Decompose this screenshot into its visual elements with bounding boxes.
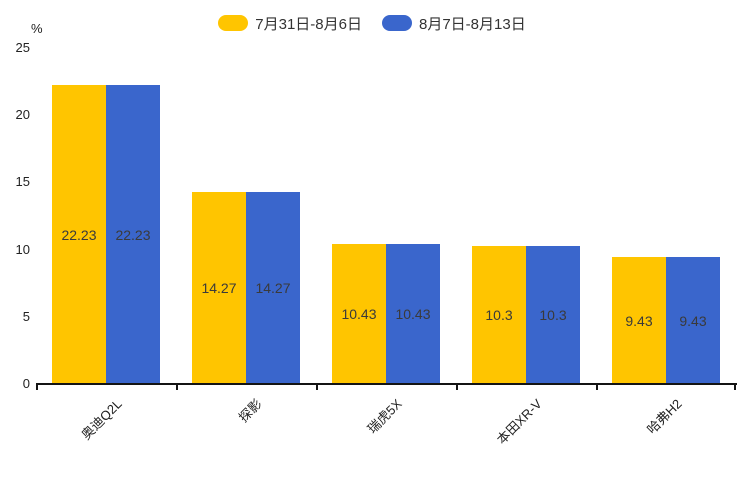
bar-week2[interactable]	[106, 85, 160, 384]
y-tick-label: 25	[15, 40, 30, 55]
y-tick-label: 15	[15, 174, 30, 190]
bar-value-label: 22.23	[115, 226, 151, 243]
y-tick-label: 20	[15, 107, 30, 123]
x-axis-line	[36, 383, 737, 385]
x-category-label: 探影	[235, 396, 265, 426]
bar-value-label: 22.23	[61, 226, 97, 243]
chart-legend: 7月31日-8月6日 8月7日-8月13日	[0, 12, 744, 34]
legend-item-week2[interactable]: 8月7日-8月13日	[382, 13, 526, 34]
bar-value-label: 10.43	[341, 306, 377, 322]
x-category-label: 哈弗H2	[643, 396, 685, 437]
bar-week1[interactable]	[52, 85, 106, 384]
bar-week1[interactable]	[332, 244, 386, 384]
y-tick-label: 10	[15, 241, 30, 257]
bar-week1[interactable]	[612, 257, 666, 384]
bar-value-label: 14.27	[201, 280, 237, 296]
x-axis-tick	[596, 385, 598, 390]
bar-week2[interactable]	[386, 244, 440, 384]
bar-week1[interactable]	[472, 246, 526, 384]
y-tick-label: 5	[22, 308, 30, 324]
legend-swatch-yellow-icon	[218, 15, 249, 31]
x-axis-tick	[36, 385, 38, 390]
bar-value-label: 10.43	[395, 306, 431, 322]
bar-value-label: 9.43	[679, 312, 707, 329]
bar-value-label: 10.3	[539, 307, 567, 323]
x-category-label: 本田XR-V	[493, 396, 545, 448]
bar-week1[interactable]	[192, 192, 246, 384]
legend-label-week1: 7月31日-8月6日	[255, 15, 362, 33]
bar-week2[interactable]	[526, 246, 580, 384]
x-category-label: 奥迪Q2L	[78, 396, 125, 443]
bar-value-label: 14.27	[255, 280, 291, 296]
legend-item-week1[interactable]: 7月31日-8月6日	[218, 13, 362, 34]
x-axis-tick	[176, 385, 178, 390]
y-tick-label: 0	[22, 376, 30, 391]
y-axis-unit-label: %	[31, 21, 43, 36]
legend-swatch-blue-icon	[382, 15, 412, 31]
bar-week2[interactable]	[666, 257, 720, 384]
legend-label-week2: 8月7日-8月13日	[419, 15, 526, 33]
x-axis-tick	[456, 385, 458, 390]
x-category-label: 瑞虎5X	[364, 396, 405, 437]
bar-value-label: 9.43	[625, 312, 653, 329]
bar-value-label: 10.3	[485, 307, 513, 323]
bar-week2[interactable]	[246, 192, 300, 384]
x-axis-tick	[316, 385, 318, 390]
x-axis-tick	[734, 385, 736, 390]
